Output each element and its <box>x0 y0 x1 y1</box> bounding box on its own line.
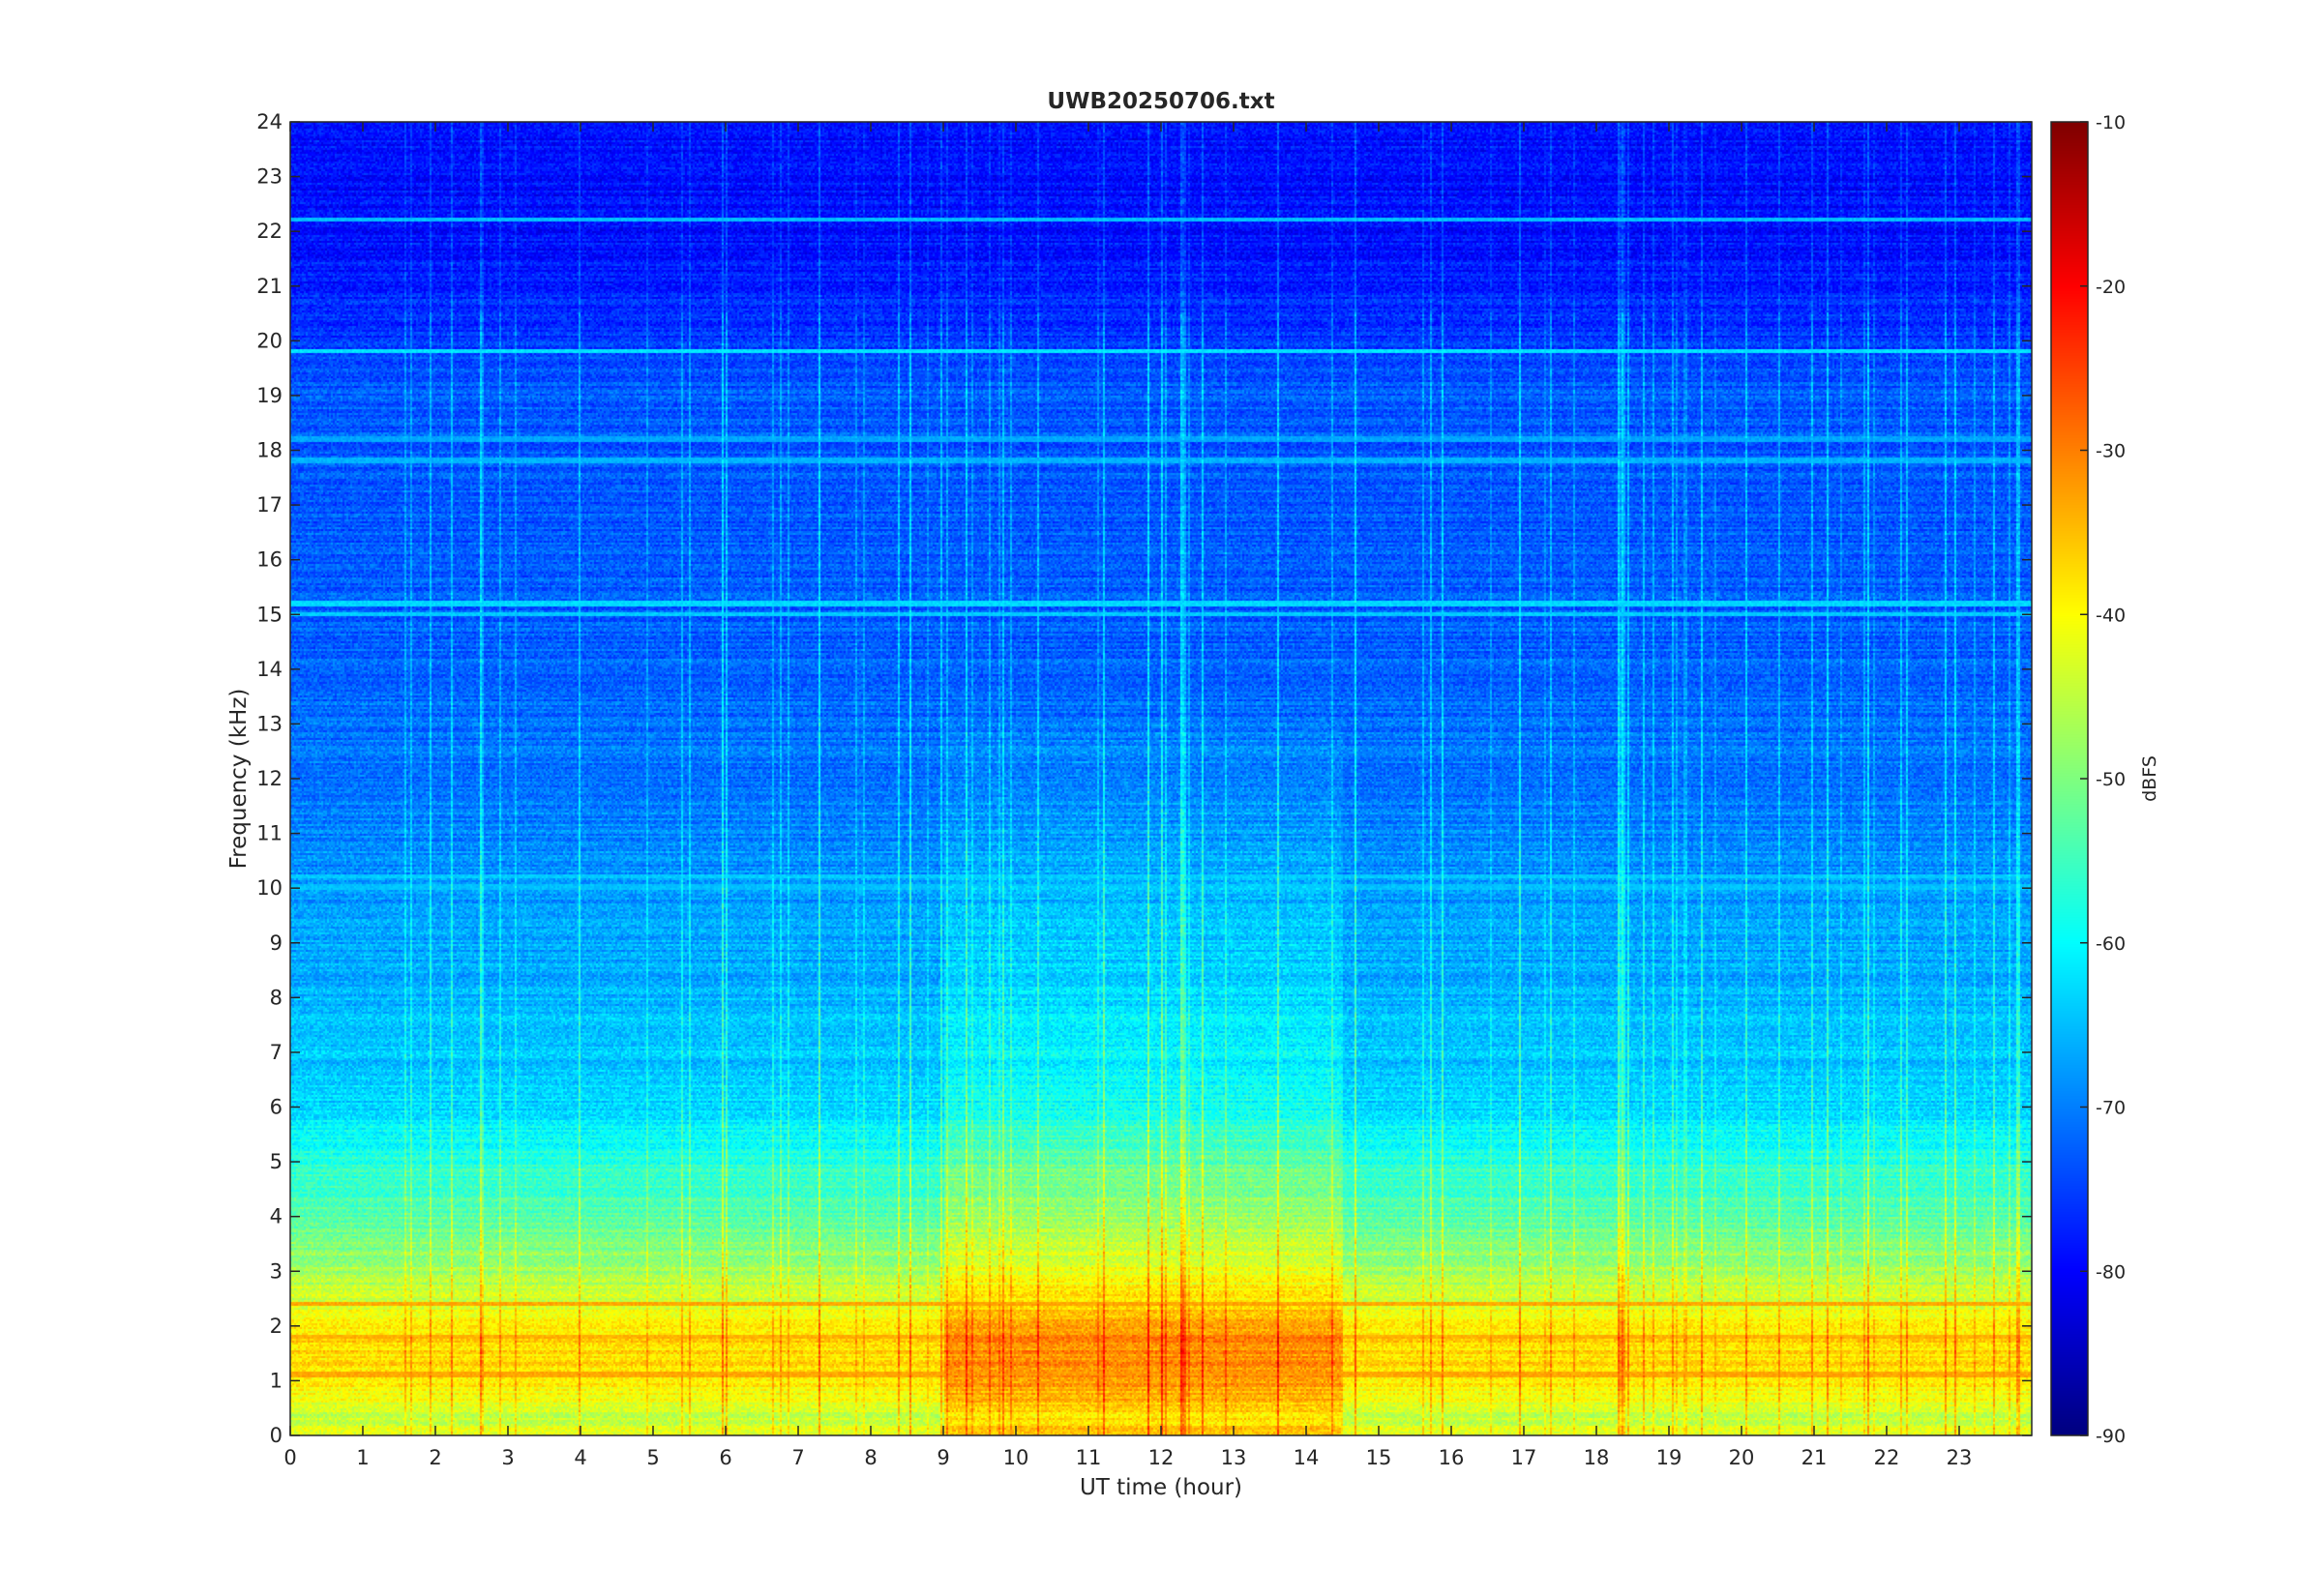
spectrogram-image <box>290 122 2032 1435</box>
y-tick-label: 22 <box>256 220 283 243</box>
x-tick-label: 23 <box>1947 1446 1973 1469</box>
colorbar-tick-label: -50 <box>2096 769 2126 790</box>
x-tick-label: 4 <box>574 1446 586 1469</box>
colorbar-tick-label: -40 <box>2096 605 2126 626</box>
x-tick-label: 21 <box>1801 1446 1828 1469</box>
x-tick-label: 14 <box>1294 1446 1320 1469</box>
y-tick-label: 6 <box>270 1096 283 1119</box>
y-tick-label: 10 <box>256 876 283 900</box>
x-tick-label: 18 <box>1584 1446 1610 1469</box>
x-tick-label: 20 <box>1729 1446 1755 1469</box>
x-tick-label: 17 <box>1511 1446 1537 1469</box>
y-tick-label: 23 <box>256 165 283 189</box>
chart-title: UWB20250706.txt <box>1047 89 1274 114</box>
colorbar: -90 -80 -70 -60 -50 -40 -30 -20 -10 dBFS <box>2050 112 2160 1447</box>
y-tick-label: 3 <box>270 1259 283 1283</box>
colorbar-tick-label: -20 <box>2096 277 2126 298</box>
colorbar-tick-label: -60 <box>2096 933 2126 955</box>
y-tick-label: 16 <box>256 548 283 572</box>
x-tick-label: 8 <box>864 1446 877 1469</box>
y-tick-label: 18 <box>256 439 283 462</box>
y-tick-label: 17 <box>256 493 283 517</box>
y-tick-label: 14 <box>256 658 283 681</box>
x-tick-label: 7 <box>791 1446 804 1469</box>
x-tick-label: 22 <box>1874 1446 1900 1469</box>
y-tick-label: 13 <box>256 712 283 735</box>
y-tick-label: 19 <box>256 384 283 407</box>
x-tick-label: 1 <box>356 1446 369 1469</box>
colorbar-ticks: -90 -80 -70 -60 -50 -40 -30 -20 -10 <box>2080 112 2126 1447</box>
y-tick-label: 8 <box>270 986 283 1009</box>
colorbar-tick-label: -70 <box>2096 1098 2126 1119</box>
y-tick-label: 1 <box>270 1369 283 1392</box>
colorbar-tick-label: -30 <box>2096 441 2126 462</box>
y-tick-label: 4 <box>270 1205 283 1228</box>
x-tick-label: 10 <box>1003 1446 1029 1469</box>
colorbar-tick-label: -80 <box>2096 1261 2126 1283</box>
y-axis-title: Frequency (kHz) <box>226 689 252 870</box>
y-tick-label: 24 <box>256 110 283 133</box>
y-tick-label: 0 <box>270 1424 283 1447</box>
heatmap-area <box>289 121 2033 1436</box>
y-tick-label: 5 <box>270 1150 283 1173</box>
x-tick-label: 2 <box>429 1446 441 1469</box>
colorbar-label: dBFS <box>2139 755 2160 802</box>
y-tick-label: 9 <box>270 931 283 955</box>
y-tick-label: 7 <box>270 1041 283 1064</box>
x-tick-label: 11 <box>1076 1446 1102 1469</box>
y-tick-label: 20 <box>256 329 283 352</box>
y-tick-label: 11 <box>256 822 283 845</box>
y-tick-label: 21 <box>256 275 283 298</box>
colorbar-tick-label: -10 <box>2096 112 2126 133</box>
x-axis-title: UT time (hour) <box>1080 1475 1242 1500</box>
colorbar-tick-label: -90 <box>2096 1426 2126 1447</box>
x-tick-label: 12 <box>1148 1446 1175 1469</box>
x-tick-label: 0 <box>283 1446 296 1469</box>
x-axis: 0 1 2 3 4 5 6 7 8 9 10 11 12 13 14 15 16 17 18 19 20 21 22 23 <box>283 122 1972 1469</box>
y-tick-label: 12 <box>256 767 283 790</box>
x-tick-label: 19 <box>1656 1446 1682 1469</box>
x-tick-label: 15 <box>1366 1446 1392 1469</box>
x-tick-label: 13 <box>1221 1446 1247 1469</box>
x-tick-label: 16 <box>1439 1446 1465 1469</box>
y-tick-label: 15 <box>256 603 283 626</box>
x-tick-label: 9 <box>937 1446 949 1469</box>
x-tick-label: 3 <box>501 1446 514 1469</box>
x-tick-label: 6 <box>719 1446 731 1469</box>
y-tick-label: 2 <box>270 1315 283 1338</box>
x-tick-label: 5 <box>646 1446 659 1469</box>
